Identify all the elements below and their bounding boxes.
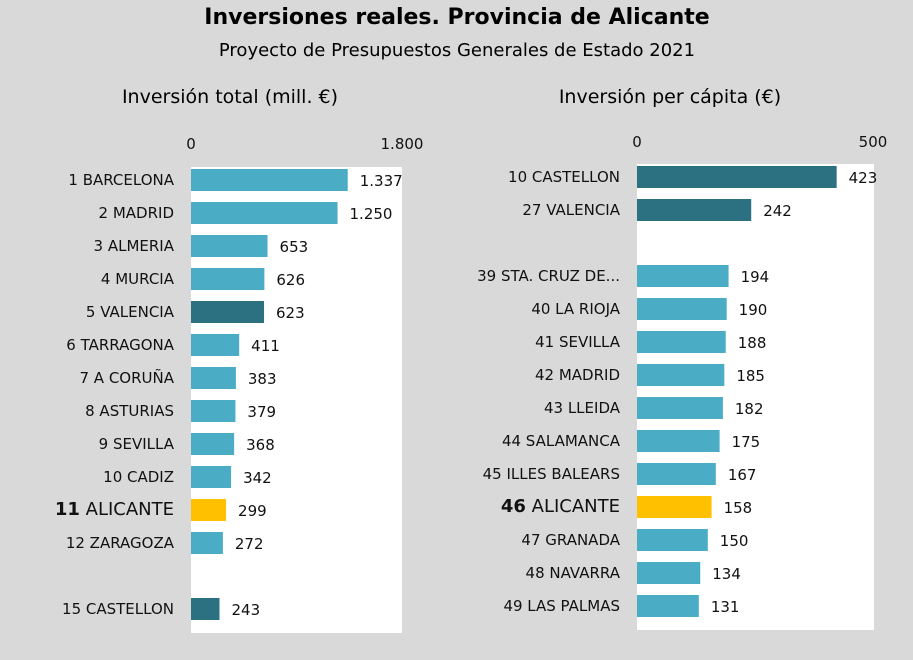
category-label: 8 ASTURIAS (85, 402, 174, 420)
data-label: 194 (741, 268, 770, 286)
category-label: 11 ALICANTE (55, 499, 174, 520)
bar (637, 595, 699, 617)
bar (191, 268, 265, 290)
data-label: 1.250 (350, 205, 393, 223)
data-label: 131 (711, 598, 740, 616)
category-label: 49 LAS PALMAS (503, 597, 620, 615)
data-label: 299 (238, 502, 267, 520)
data-label: 190 (739, 301, 768, 319)
bar (637, 562, 701, 584)
x-tick-label: 0 (632, 133, 642, 151)
x-tick-label: 1.800 (381, 135, 424, 153)
category-label: 40 LA RIOJA (531, 300, 620, 318)
data-label: 626 (276, 271, 305, 289)
data-label: 167 (728, 466, 757, 484)
category-label: 3 ALMERIA (94, 237, 175, 255)
bar (191, 367, 236, 389)
category-label: 6 TARRAGONA (66, 336, 174, 354)
category-label: 10 CASTELLON (508, 168, 620, 186)
chart-subtitle: Proyecto de Presupuestos Generales de Es… (219, 40, 695, 61)
bar (191, 301, 265, 323)
category-label: 47 GRANADA (521, 531, 620, 549)
data-label: 383 (248, 370, 277, 388)
data-label: 368 (246, 436, 275, 454)
data-label: 150 (720, 532, 749, 550)
category-label: 15 CASTELLON (62, 600, 174, 618)
bar (191, 235, 268, 257)
bar (191, 532, 223, 554)
category-label: 7 A CORUÑA (79, 368, 174, 387)
data-label: 188 (738, 334, 767, 352)
data-label: 272 (235, 535, 264, 553)
bar (637, 463, 716, 485)
panel-title-total: Inversión total (mill. €) (122, 86, 338, 108)
bar (191, 202, 338, 224)
category-label: 12 ZARAGOZA (66, 534, 175, 552)
bar (637, 364, 725, 386)
category-label: 2 MADRID (99, 204, 174, 222)
data-label: 623 (276, 304, 305, 322)
plot-area-per-capita: 0 500 10 CASTELLON 423 27 VALENCIA 242 39 STA.… (477, 133, 887, 630)
data-label: 182 (735, 400, 764, 418)
bar (191, 499, 227, 521)
data-label: 423 (849, 169, 878, 187)
bar (637, 331, 726, 353)
category-label: 41 SEVILLA (535, 333, 621, 351)
category-label: 5 VALENCIA (86, 303, 175, 321)
bar (191, 400, 236, 422)
bar (637, 199, 752, 221)
bar (637, 298, 727, 320)
bar (191, 169, 348, 191)
data-label: 185 (736, 367, 765, 385)
category-label: 48 NAVARRA (526, 564, 621, 582)
data-label: 1.337 (360, 172, 403, 190)
category-label: 10 CADIZ (103, 468, 174, 486)
bar (637, 265, 729, 287)
data-label: 653 (280, 238, 309, 256)
category-label: 1 BARCELONA (68, 171, 174, 189)
x-tick-label: 0 (186, 135, 196, 153)
category-label: 46 ALICANTE (501, 496, 620, 517)
category-label: 42 MADRID (535, 366, 620, 384)
bar (191, 334, 240, 356)
data-label: 242 (763, 202, 792, 220)
data-label: 175 (732, 433, 761, 451)
bar (637, 496, 712, 518)
chart-title: Inversiones reales. Provincia de Alicant… (204, 5, 709, 30)
data-label: 411 (251, 337, 280, 355)
bar (191, 433, 235, 455)
bar (637, 397, 723, 419)
category-label: 27 VALENCIA (522, 201, 620, 219)
data-label: 379 (247, 403, 276, 421)
category-label: 9 SEVILLA (99, 435, 175, 453)
panel-title-per-capita: Inversión per cápita (€) (559, 86, 781, 108)
panel-total-investment: Inversión total (mill. €) 0 1.800 1 BARCEL… (55, 86, 424, 633)
category-label: 45 ILLES BALEARS (483, 465, 620, 483)
plot-area-total: 0 1.800 1 BARCELONA 1.337 2 MADRID 1.250 3 ALM… (55, 135, 424, 633)
category-label: 39 STA. CRUZ DE... (477, 267, 620, 285)
data-label: 158 (724, 499, 753, 517)
x-tick-label: 500 (859, 133, 888, 151)
data-label: 243 (231, 601, 260, 619)
category-label: 44 SALAMANCA (502, 432, 621, 450)
data-label: 134 (712, 565, 741, 583)
category-label: 4 MURCIA (101, 270, 175, 288)
panel-per-capita-investment: Inversión per cápita (€) 0 500 10 CASTELLO… (477, 86, 887, 630)
bar (191, 598, 220, 620)
bar (191, 466, 232, 488)
bar (637, 430, 720, 452)
data-label: 342 (243, 469, 272, 487)
category-label: 43 LLEIDA (544, 399, 621, 417)
bar (637, 166, 837, 188)
bar (637, 529, 708, 551)
